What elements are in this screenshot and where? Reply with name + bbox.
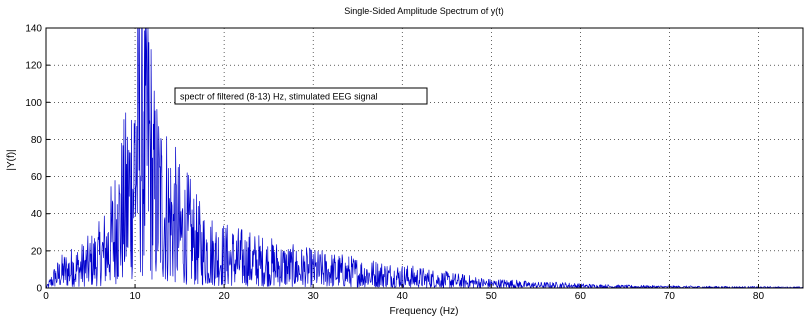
chart-title: Single-Sided Amplitude Spectrum of y(t) — [344, 6, 504, 16]
annotation-box: spectr of filtered (8-13) Hz, stimulated… — [174, 87, 428, 105]
x-tick-label: 50 — [486, 291, 498, 302]
x-tick-label: 0 — [43, 291, 49, 302]
y-tick-label: 100 — [25, 98, 42, 109]
annotation-frame — [174, 87, 428, 105]
x-tick-label: 70 — [664, 291, 676, 302]
y-axis-label: |Y(f)| — [6, 149, 17, 170]
x-tick-label: 30 — [308, 291, 320, 302]
y-tick-label: 0 — [36, 284, 42, 295]
spectrum-line — [45, 27, 804, 289]
x-axis-ticks: 0 10 20 30 40 50 60 70 80 — [43, 284, 764, 302]
x-tick-label: 80 — [753, 291, 765, 302]
y-tick-label: 40 — [31, 209, 43, 220]
y-tick-label: 60 — [31, 172, 43, 183]
x-tick-label: 10 — [129, 291, 141, 302]
series-layer — [45, 27, 804, 289]
y-tick-label: 20 — [31, 246, 43, 257]
y-tick-label: 80 — [31, 135, 43, 146]
plot-frame — [45, 27, 804, 289]
x-tick-label: 60 — [575, 291, 587, 302]
x-tick-label: 20 — [219, 291, 231, 302]
y-tick-label: 120 — [25, 61, 42, 72]
x-tick-label: 40 — [397, 291, 409, 302]
annotation-text: spectr of filtered (8-13) Hz, stimulated… — [180, 92, 378, 102]
y-tick-label: 140 — [25, 24, 42, 35]
x-axis-label: Frequency (Hz) — [390, 306, 459, 317]
y-axis-ticks: 0 20 40 60 80 100 120 140 — [25, 24, 50, 295]
